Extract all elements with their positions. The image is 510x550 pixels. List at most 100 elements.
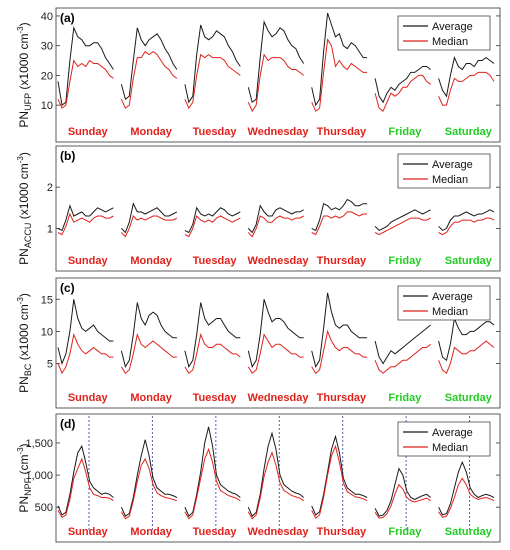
series-line-median xyxy=(184,447,241,520)
day-label-monday: Monday xyxy=(130,526,172,538)
legend: Average Median xyxy=(397,153,491,189)
day-label-friday: Friday xyxy=(388,255,422,267)
series-line-median xyxy=(311,211,368,236)
plot-frame xyxy=(55,7,501,143)
y-label-sub: NPF xyxy=(23,477,33,496)
legend: Average Median xyxy=(397,285,491,321)
day-label-tuesday: Tuesday xyxy=(193,392,238,404)
series-line-average xyxy=(438,209,495,232)
legend-box xyxy=(397,421,491,457)
y-tick-label: 1 xyxy=(47,223,53,235)
day-label-tuesday: Tuesday xyxy=(193,526,238,538)
series-line-median xyxy=(311,329,368,374)
y-label-close: ) xyxy=(17,443,31,447)
y-label-sup: -3 xyxy=(16,297,25,305)
day-label-saturday: Saturday xyxy=(445,526,493,538)
series-line-average xyxy=(184,426,241,517)
y-label-sub: ACCU xyxy=(23,223,33,249)
day-label-saturday: Saturday xyxy=(445,392,493,404)
series-line-median xyxy=(247,53,305,113)
panel-a: 10 20 30 40 (a) PNUFP (x1000 cm-3) Sunday Monda… xyxy=(16,7,501,143)
y-label-main: PN xyxy=(17,111,31,128)
series-line-median xyxy=(121,215,178,238)
series-line-median xyxy=(247,333,304,374)
series-line-median xyxy=(438,217,495,236)
y-tick-label: 10 xyxy=(41,100,53,112)
series-line-average xyxy=(374,324,431,365)
legend: Average Median xyxy=(397,421,491,457)
series-line-median xyxy=(438,340,495,375)
series-line-median xyxy=(57,59,114,109)
legend-box xyxy=(397,15,491,51)
day-label-wednesday: Wednesday xyxy=(248,255,310,267)
series-line-median xyxy=(247,215,304,238)
day-label-thursday: Thursday xyxy=(317,255,367,267)
series-line-average xyxy=(311,12,368,107)
day-label-monday: Monday xyxy=(130,255,172,267)
series-line-median xyxy=(247,451,304,520)
series-line-average xyxy=(247,431,305,517)
y-axis-label: PNUFP (x1000 cm-3) xyxy=(16,22,33,127)
plot-frame xyxy=(55,413,501,543)
series-line-median xyxy=(57,457,114,519)
y-label-sup: -3 xyxy=(16,447,25,455)
plot-frame xyxy=(55,277,501,409)
panel-tag: (b) xyxy=(60,149,75,163)
day-label-thursday: Thursday xyxy=(317,526,367,538)
series-line-average xyxy=(57,299,114,366)
legend-label-average: Average xyxy=(432,427,473,439)
series-line-average xyxy=(184,302,241,368)
plot-frame xyxy=(55,145,501,272)
y-label-sup: -3 xyxy=(16,26,25,34)
day-label-sunday: Sunday xyxy=(68,526,109,538)
legend-label-median: Median xyxy=(432,36,468,48)
legend-label-median: Median xyxy=(432,306,468,318)
series-line-average xyxy=(374,209,431,232)
legend-label-average: Average xyxy=(432,21,473,33)
y-label-unit: (x1000 cm xyxy=(17,163,31,222)
series-line-average xyxy=(247,20,305,104)
series-line-median xyxy=(374,217,431,236)
y-label-unit: (cm xyxy=(17,455,31,478)
series-line-median xyxy=(374,343,431,374)
day-label-wednesday: Wednesday xyxy=(248,526,310,538)
series-line-average xyxy=(438,460,495,516)
y-tick-label: 2 xyxy=(47,182,53,194)
legend-box xyxy=(397,285,491,321)
legend: Average Median xyxy=(397,15,491,51)
legend-label-median: Median xyxy=(432,174,468,186)
y-label-sup: -3 xyxy=(16,156,25,164)
panel-d: 500 1,000 1,500 (d) PNNPF (cm-3) Sunday Monday… xyxy=(16,413,501,543)
series-line-average xyxy=(57,204,114,232)
y-tick-label: 15 xyxy=(41,294,53,306)
series-line-average xyxy=(120,302,177,368)
series-line-median xyxy=(57,332,114,375)
day-label-monday: Monday xyxy=(130,392,172,404)
series-line-median xyxy=(311,444,368,519)
series-line-average xyxy=(311,292,368,368)
series-line-average xyxy=(247,204,304,234)
y-tick-label: 5 xyxy=(47,359,53,371)
y-tick-label: 500 xyxy=(35,502,53,514)
legend-label-average: Average xyxy=(432,291,473,303)
legend-label-median: Median xyxy=(432,442,468,454)
y-label-unit: (x1000 cm xyxy=(17,304,31,363)
series-line-average xyxy=(121,202,178,234)
series-line-average xyxy=(57,444,114,516)
day-label-sunday: Sunday xyxy=(68,126,109,138)
y-tick-label: 1,000 xyxy=(25,470,53,482)
legend-label-average: Average xyxy=(432,159,473,171)
day-label-thursday: Thursday xyxy=(317,126,367,138)
legend-box xyxy=(397,153,491,189)
y-label-unit: (x1000 cm xyxy=(17,34,31,93)
y-tick-label: 20 xyxy=(41,70,53,82)
series-line-average xyxy=(247,299,304,368)
y-label-close: ) xyxy=(17,293,31,297)
series-line-average xyxy=(311,434,368,516)
day-label-wednesday: Wednesday xyxy=(248,392,310,404)
day-label-monday: Monday xyxy=(130,126,172,138)
y-label-sub: BC xyxy=(23,363,33,376)
series-line-average xyxy=(311,198,368,232)
series-line-average xyxy=(438,316,495,362)
